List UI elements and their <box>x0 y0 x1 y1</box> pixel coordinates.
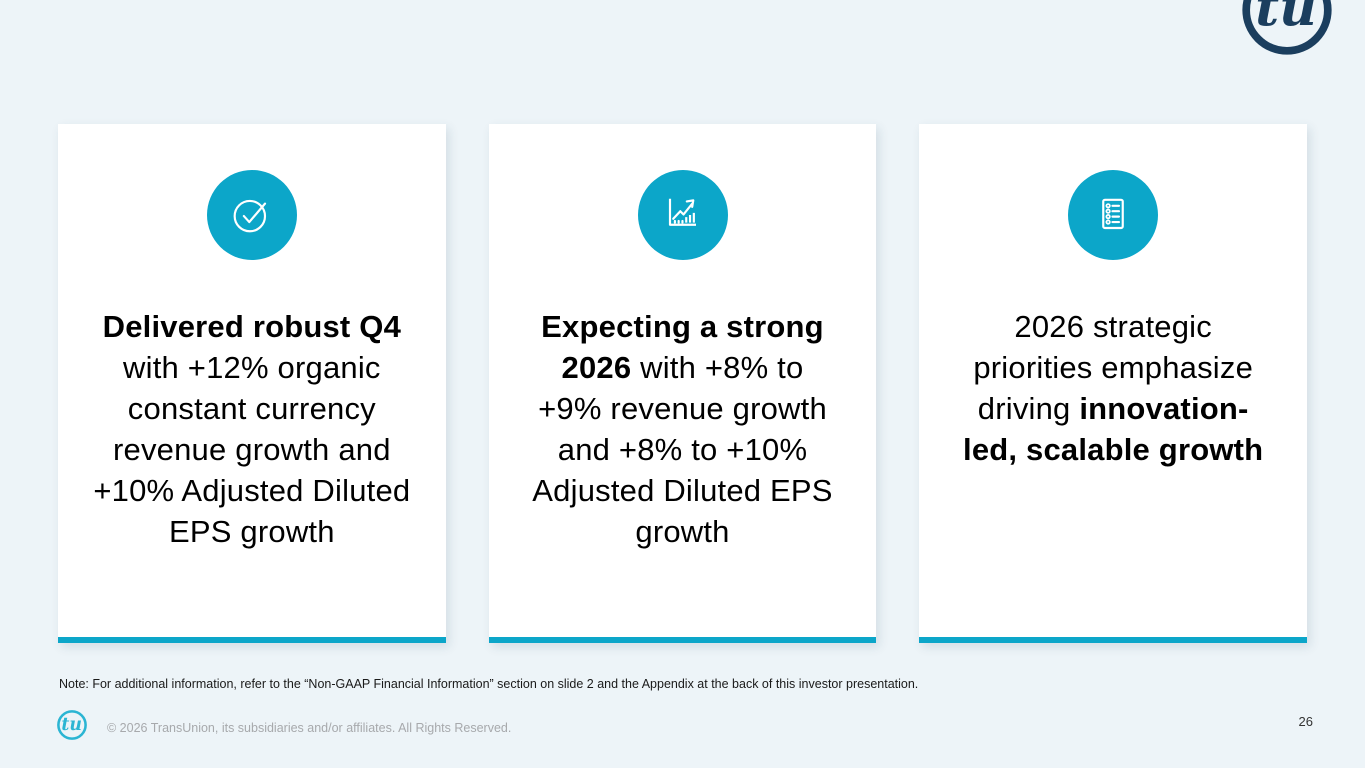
card-text-bold: Delivered robust Q4 <box>102 309 402 344</box>
card-text-bold: Expecting a strong 2026 <box>541 309 824 385</box>
icon-circle <box>206 170 297 260</box>
card-strategic-priorities: 2026 strategic priorities emphasize driv… <box>919 124 1308 643</box>
transunion-footer-logo-icon: tu <box>57 710 87 740</box>
card-accent-bar <box>488 637 877 643</box>
transunion-logo-text: tu <box>1255 0 1317 38</box>
card-accent-bar <box>58 637 446 643</box>
icon-circle <box>637 170 728 260</box>
card-text: Delivered robust Q4 with +12% organic co… <box>72 306 432 552</box>
cards-row: Delivered robust Q4 with +12% organic co… <box>58 124 1308 643</box>
card-accent-bar <box>919 637 1308 643</box>
checklist-document-icon <box>1102 198 1125 230</box>
transunion-logo-icon: tu <box>1242 0 1332 55</box>
card-q4-results: Delivered robust Q4 with +12% organic co… <box>58 124 446 643</box>
card-text-regular: with +8% to +9% revenue growth and +8% t… <box>532 350 833 549</box>
card-2026-outlook: Expecting a strong 2026 with +8% to +9% … <box>488 124 877 643</box>
page-number: 26 <box>1298 714 1313 729</box>
card-text-regular: 2026 strategic priorities emphasize driv… <box>973 309 1254 426</box>
copyright-text: © 2026 TransUnion, its subsidiaries and/… <box>107 721 512 735</box>
icon-circle <box>1068 170 1159 260</box>
card-text-bold: innovation- led, scalable growth <box>963 391 1264 467</box>
card-text: Expecting a strong 2026 with +8% to +9% … <box>503 306 863 552</box>
transunion-footer-logo-text: tu <box>61 715 82 735</box>
footnote: Note: For additional information, refer … <box>59 677 919 691</box>
check-circle-icon <box>233 199 266 233</box>
growth-chart-icon <box>668 198 696 226</box>
card-text: 2026 strategic priorities emphasize driv… <box>933 306 1293 470</box>
card-text-regular: with +12% organic constant currency reve… <box>93 350 411 549</box>
